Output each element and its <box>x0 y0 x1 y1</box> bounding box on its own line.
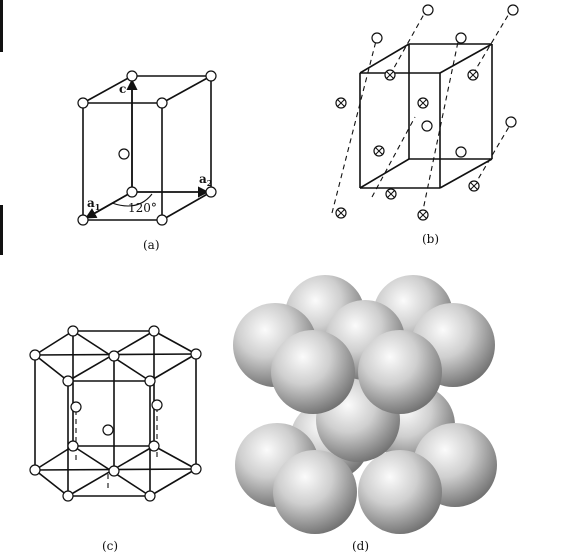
caption-b: (b) <box>422 232 439 246</box>
crossed-atom <box>384 69 396 81</box>
crossed-atom <box>417 209 429 221</box>
crossed-atom <box>385 188 397 200</box>
panel-c-dashed-drops <box>75 407 158 492</box>
crossed-atom <box>417 97 429 109</box>
crossed-atom <box>467 69 479 81</box>
panel-a-atoms <box>77 70 217 226</box>
panel-a-vectors <box>85 78 210 219</box>
axis-label-a2: a2 <box>199 172 212 188</box>
panel-c-hex-prism: (c) <box>29 325 202 553</box>
panel-b-cell: (b) <box>331 4 519 246</box>
angle-label: 120° <box>128 201 157 215</box>
crossed-atom <box>468 180 480 192</box>
panel-b-edges <box>359 43 493 189</box>
panel-c-atoms <box>29 325 202 502</box>
panel-d-sphere-packing: (d) <box>233 275 497 553</box>
left-edge-mark-bottom <box>0 205 3 255</box>
panel-b-crossed-atoms <box>335 69 480 221</box>
caption-a: (a) <box>143 238 160 252</box>
panel-b-dashed-lines <box>331 6 514 216</box>
panel-c-vertical-edges <box>34 331 197 496</box>
crossed-atom <box>335 97 347 109</box>
top-front-spheres <box>271 330 442 414</box>
caption-d: (d) <box>352 539 369 553</box>
panel-b-open-atoms <box>371 4 519 158</box>
panel-a-edges <box>82 75 212 221</box>
crossed-atom <box>335 207 347 219</box>
bottom-front-spheres <box>235 423 497 534</box>
caption-c: (c) <box>102 539 118 553</box>
left-edge-mark-top <box>0 0 3 52</box>
crossed-atom <box>373 145 385 157</box>
axis-label-c: c <box>119 82 126 96</box>
panel-a-unit-cell: c a1 a2 120° (a) <box>77 70 217 252</box>
axis-label-a1: a1 <box>87 196 100 212</box>
